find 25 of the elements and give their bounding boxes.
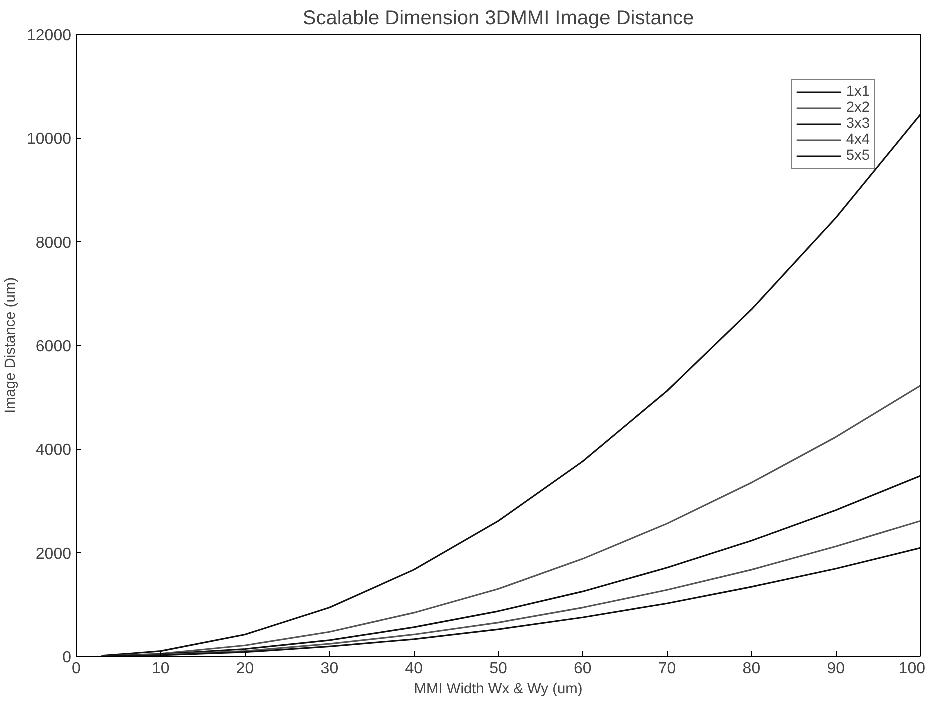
x-tick-label: 20 (236, 660, 254, 678)
x-tick-label: 60 (574, 660, 592, 678)
y-tick-label: 2000 (36, 546, 72, 563)
legend-label: 4x4 (846, 132, 870, 148)
x-tick-label: 100 (898, 660, 926, 678)
y-tick-label: 8000 (36, 234, 72, 252)
x-tick-label: 50 (490, 660, 508, 678)
y-tick-label: 6000 (36, 338, 72, 356)
x-tick-label: 10 (152, 660, 170, 678)
legend-label: 2x2 (846, 100, 870, 116)
y-axis-title: Image Distance (um) (3, 277, 20, 414)
chart-title: Scalable Dimension 3DMMI Image Distance (302, 8, 694, 30)
y-tick-label: 4000 (36, 442, 72, 460)
y-tick-label: 12000 (27, 28, 72, 44)
legend-label: 1x1 (846, 84, 870, 100)
x-tick-label: 70 (658, 660, 676, 678)
x-tick-label: 40 (405, 660, 424, 678)
legend-label: 3x3 (846, 116, 870, 132)
y-tick-label: 0 (62, 650, 72, 666)
x-tick-label: 30 (320, 660, 339, 678)
legend-label: 5x5 (846, 148, 870, 164)
x-tick-label: 90 (827, 660, 846, 678)
x-tick-label: 80 (742, 660, 761, 678)
x-axis-title: MMI Width Wx & Wy (um) (414, 682, 583, 698)
y-tick-label: 10000 (27, 131, 72, 148)
